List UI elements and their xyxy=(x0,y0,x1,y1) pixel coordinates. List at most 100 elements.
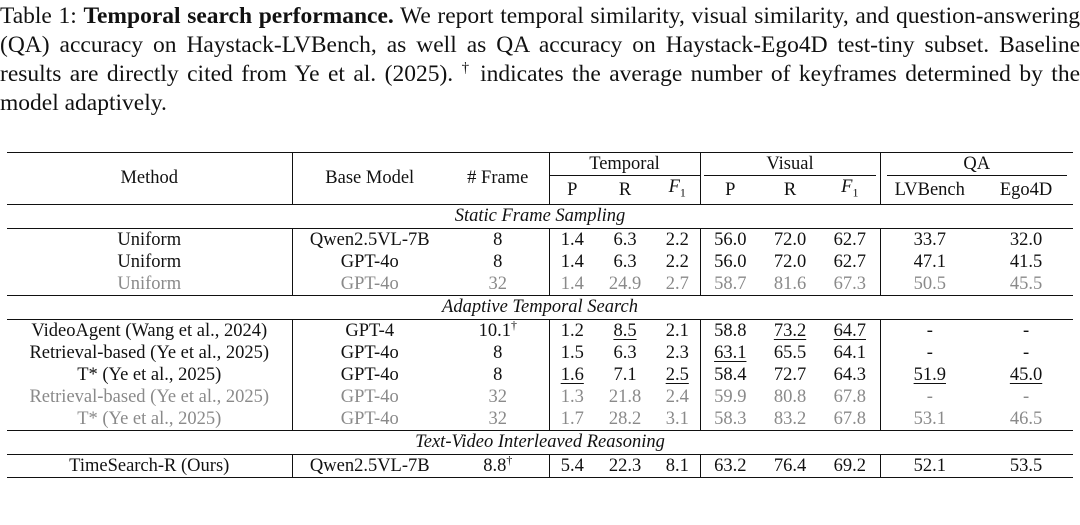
cell-method: Uniform xyxy=(117,273,182,294)
cell-temporal-p: 5.4 xyxy=(548,453,595,478)
cell-frame: 8 xyxy=(493,364,503,385)
cell-qa-ego4d: 45.0 xyxy=(1009,364,1043,385)
cell-qa-lvbench: 33.7 xyxy=(879,227,980,251)
cell-method: TimeSearch-R (Ours) xyxy=(7,453,292,478)
cell-visual-f1: 62.7 xyxy=(820,227,881,251)
table-row: Uniform GPT-4o 32 1.4 24.9 2.7 58.7 81.6… xyxy=(7,272,1073,296)
caption-title: Temporal search performance. xyxy=(83,3,394,29)
cell-temporal-f1: 2.5 xyxy=(665,364,689,385)
header-qa-lvbench: LVBench xyxy=(879,176,980,205)
cell-base-model: GPT-4o xyxy=(291,341,447,364)
header-visual-f1: F1 xyxy=(841,177,859,200)
cell-temporal-r: 8.5 xyxy=(595,318,655,342)
cell-qa-lvbench: 52.1 xyxy=(879,453,980,478)
header-base-model: Base Model xyxy=(291,152,447,205)
cell-temporal-p: 1.4 xyxy=(548,250,595,273)
cell-temporal-f1: 2.4 xyxy=(665,386,689,407)
cell-temporal-r: 7.1 xyxy=(613,364,637,385)
results-table: Method Base Model # Frame Temporal Visua… xyxy=(7,152,1074,478)
cell-base-model: Qwen2.5VL-7B xyxy=(291,227,447,251)
cell-visual-r: 72.0 xyxy=(760,227,821,251)
cell-frame: 8.8† xyxy=(447,454,549,478)
header-row-2: P R F1 P R F1 LVBench Ego4D xyxy=(7,176,1073,205)
cell-temporal-r: 22.3 xyxy=(595,453,655,478)
caption-label: Table 1: xyxy=(0,3,77,29)
header-temporal-p: P xyxy=(548,176,595,205)
cell-visual-f1: 67.8 xyxy=(833,408,866,429)
cell-visual-r: 76.4 xyxy=(760,453,821,478)
cell-method: T* (Ye et al., 2025) xyxy=(77,408,222,429)
header-visual-p: P xyxy=(699,176,761,205)
header-visual: Visual xyxy=(699,152,881,176)
cell-temporal-f1: 3.1 xyxy=(665,408,689,429)
header-visual-r: R xyxy=(783,179,797,200)
section-header-adaptive: Adaptive Temporal Search xyxy=(7,294,1074,320)
table-row: Uniform Qwen2.5VL-7B 8 1.4 6.3 2.2 56.0 … xyxy=(7,227,1074,251)
cell-temporal-p: 1.4 xyxy=(548,272,595,296)
cell-frame: 32 xyxy=(488,273,508,294)
cell-visual-r: 80.8 xyxy=(773,386,807,407)
header-temporal-r: R xyxy=(618,179,632,200)
cell-frame: 10.1† xyxy=(447,319,549,342)
cell-visual-p: 59.9 xyxy=(699,385,761,408)
cell-method: VideoAgent (Wang et al., 2024) xyxy=(7,318,292,342)
cell-temporal-f1: 2.2 xyxy=(665,251,689,272)
table-row: TimeSearch-R (Ours) Qwen2.5VL-7B 8.8† 5.… xyxy=(7,453,1074,478)
header-frame: # Frame xyxy=(447,152,549,205)
caption-text-end: indicates the average number of keyframe… xyxy=(0,61,1080,116)
table-caption: Table 1: Temporal search performance. We… xyxy=(0,2,1080,118)
cell-frame: 8 xyxy=(493,251,503,272)
cell-qa-ego4d: - xyxy=(979,318,1074,342)
cell-visual-p: 58.3 xyxy=(699,407,761,431)
cell-temporal-p: 1.3 xyxy=(548,385,595,408)
section-header-interleaved: Text-Video Interleaved Reasoning xyxy=(7,429,1074,455)
cell-qa-ego4d: 41.5 xyxy=(1009,251,1043,272)
header-qa: QA xyxy=(879,152,1074,176)
cell-visual-p: 63.1 xyxy=(699,341,761,364)
section-title: Adaptive Temporal Search xyxy=(7,294,1074,320)
cell-temporal-r: 6.3 xyxy=(595,227,655,251)
header-method: Method xyxy=(7,152,292,205)
cell-visual-r: 83.2 xyxy=(773,408,807,429)
cell-frame: 32 xyxy=(488,386,508,407)
cell-visual-p: 58.4 xyxy=(699,363,761,386)
table-row: VideoAgent (Wang et al., 2024) GPT-4 10.… xyxy=(7,318,1074,342)
cell-temporal-r: 6.3 xyxy=(613,251,637,272)
table-row: T* (Ye et al., 2025) GPT-4o 32 1.7 28.2 … xyxy=(7,407,1073,431)
cell-temporal-p: 1.4 xyxy=(548,227,595,251)
cell-visual-p: 56.0 xyxy=(699,250,761,273)
table-row: Retrieval-based (Ye et al., 2025) GPT-4o… xyxy=(7,385,1073,408)
cell-method: Uniform xyxy=(7,227,292,251)
cell-base-model: Qwen2.5VL-7B xyxy=(291,453,447,478)
header-qa-ego4d: Ego4D xyxy=(999,179,1053,200)
cell-temporal-r: 24.9 xyxy=(608,273,642,294)
cell-visual-f1: 67.8 xyxy=(833,386,866,407)
cell-visual-f1: 67.3 xyxy=(833,273,866,294)
cell-qa-ego4d: 46.5 xyxy=(1009,408,1043,429)
header-temporal: Temporal xyxy=(548,152,701,176)
cell-qa-ego4d: 32.0 xyxy=(979,227,1074,251)
cell-visual-f1: 64.1 xyxy=(833,342,866,363)
cell-qa-lvbench: - xyxy=(879,318,980,342)
cell-qa-ego4d: 53.5 xyxy=(979,453,1074,478)
cell-visual-f1: 64.3 xyxy=(833,364,866,385)
cell-temporal-p: 1.6 xyxy=(548,363,595,386)
cell-qa-ego4d: 45.5 xyxy=(1009,273,1043,294)
cell-qa-lvbench: 53.1 xyxy=(879,407,980,431)
cell-visual-r: 72.7 xyxy=(773,364,807,385)
cell-method: Uniform xyxy=(117,251,182,272)
cell-qa-lvbench: 50.5 xyxy=(879,272,980,296)
cell-temporal-r: 21.8 xyxy=(608,386,642,407)
cell-qa-lvbench: - xyxy=(879,341,980,364)
cell-visual-p: 58.7 xyxy=(699,272,761,296)
cell-base-model: GPT-4o xyxy=(291,272,447,296)
cell-temporal-f1: 2.3 xyxy=(665,342,689,363)
cell-base-model: GPT-4o xyxy=(291,385,447,408)
cell-temporal-f1: 2.2 xyxy=(655,227,701,251)
cell-visual-p: 58.8 xyxy=(699,318,761,342)
table-row: Retrieval-based (Ye et al., 2025) GPT-4o… xyxy=(7,341,1073,364)
cell-frame: 32 xyxy=(488,408,508,429)
caption-text: We report temporal similarity, visual si… xyxy=(0,3,1080,87)
cell-temporal-r: 28.2 xyxy=(608,408,642,429)
cell-temporal-f1: 8.1 xyxy=(655,453,701,478)
